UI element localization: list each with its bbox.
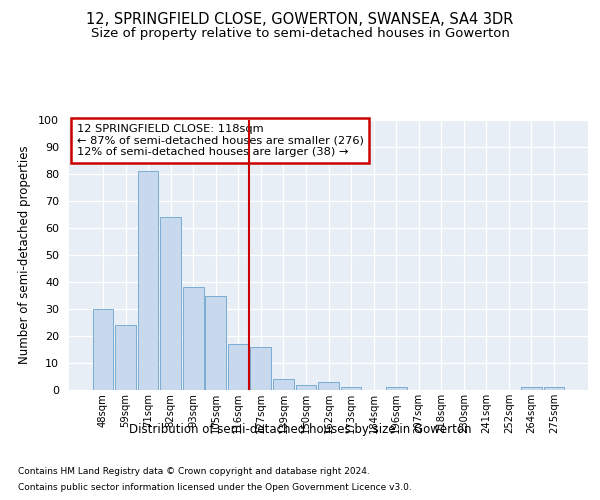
Bar xyxy=(386,388,407,390)
Text: 12, SPRINGFIELD CLOSE, GOWERTON, SWANSEA, SA4 3DR: 12, SPRINGFIELD CLOSE, GOWERTON, SWANSEA… xyxy=(86,12,514,28)
Y-axis label: Number of semi-detached properties: Number of semi-detached properties xyxy=(19,146,31,364)
Bar xyxy=(137,172,158,390)
Bar xyxy=(341,388,361,390)
Text: Distribution of semi-detached houses by size in Gowerton: Distribution of semi-detached houses by … xyxy=(129,422,471,436)
Bar xyxy=(115,325,136,390)
Bar xyxy=(228,344,248,390)
Bar xyxy=(273,379,294,390)
Bar xyxy=(521,388,542,390)
Bar xyxy=(544,388,565,390)
Bar xyxy=(318,382,339,390)
Bar xyxy=(92,309,113,390)
Bar xyxy=(183,288,203,390)
Bar xyxy=(250,347,271,390)
Bar xyxy=(160,217,181,390)
Bar xyxy=(296,384,316,390)
Text: 12 SPRINGFIELD CLOSE: 118sqm
← 87% of semi-detached houses are smaller (276)
12%: 12 SPRINGFIELD CLOSE: 118sqm ← 87% of se… xyxy=(77,124,364,157)
Text: Contains HM Land Registry data © Crown copyright and database right 2024.: Contains HM Land Registry data © Crown c… xyxy=(18,468,370,476)
Text: Contains public sector information licensed under the Open Government Licence v3: Contains public sector information licen… xyxy=(18,484,412,492)
Bar xyxy=(205,296,226,390)
Text: Size of property relative to semi-detached houses in Gowerton: Size of property relative to semi-detach… xyxy=(91,28,509,40)
